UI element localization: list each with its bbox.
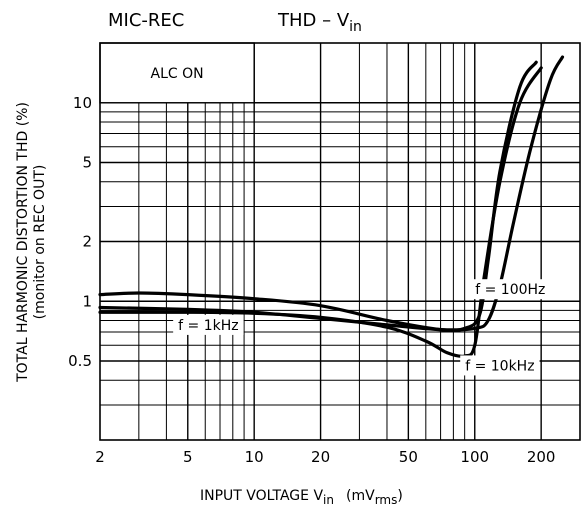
x-axis-label-main: INPUT VOLTAGE V [200, 488, 323, 504]
series-label-100hz: f = 100Hz [475, 282, 545, 298]
chart-title-right-sub: in [349, 19, 362, 35]
chart-title-right-main: THD – V [277, 10, 350, 31]
alc-on-label: ALC ON [151, 66, 204, 82]
curve-100hz [98, 55, 565, 332]
series-label-1khz: f = 1kHz [178, 318, 238, 334]
y-tick-label: 10 [73, 94, 92, 112]
series-label-bg-1khz [173, 314, 244, 335]
y-tick-label: 2 [82, 233, 92, 251]
x-axis-units-sub: rms [375, 493, 398, 507]
y-tick-label: 0.5 [68, 352, 92, 370]
y-axis-label: TOTAL HARMONIC DISTORTION THD (%) [15, 102, 31, 383]
x-axis-label: INPUT VOLTAGE Vin (mVrms) [200, 488, 403, 507]
x-axis-label-sub: in [323, 493, 334, 507]
curve-layer [98, 55, 565, 358]
x-tick-label: 100 [460, 448, 489, 466]
x-axis-units-open: (mV [346, 488, 375, 504]
x-axis-units-close: ) [397, 488, 402, 504]
chart-title-right: THD – Vin [277, 10, 362, 35]
x-tick-label: 10 [245, 448, 264, 466]
x-tick-label: 200 [527, 448, 556, 466]
series-label-10khz: f = 10kHz [465, 358, 534, 374]
x-tick-label: 20 [311, 448, 330, 466]
tick-layer: 2 5 10 20 50 100 200 0.5 1 2 5 10 [68, 94, 555, 466]
x-tick-label: 2 [95, 448, 105, 466]
series-label-bg-100hz [470, 279, 551, 300]
x-tick-label: 5 [183, 448, 193, 466]
alc-on-box [99, 42, 255, 104]
y-axis-sublabel: (monitor on REC OUT) [32, 165, 48, 320]
y-tick-label: 1 [82, 292, 92, 310]
series-label-bg-10khz [460, 355, 540, 376]
plot-frame [99, 42, 581, 441]
chart-title-left: MIC-REC [108, 10, 184, 31]
y-tick-label: 5 [82, 154, 92, 172]
x-tick-label: 50 [399, 448, 418, 466]
